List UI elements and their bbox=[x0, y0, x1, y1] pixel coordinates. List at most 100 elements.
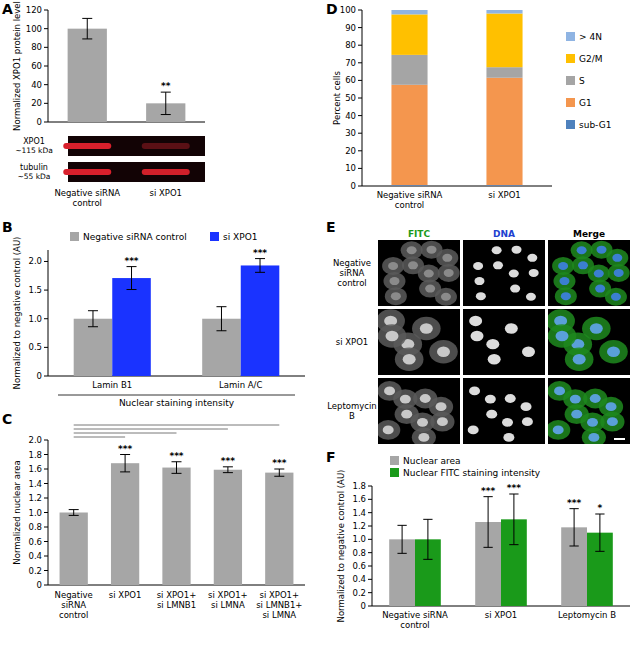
x-tick-label: si XPO1 bbox=[109, 590, 142, 600]
nucleus bbox=[469, 387, 480, 396]
nucleus bbox=[486, 410, 497, 419]
bar bbox=[391, 85, 427, 185]
nucleus bbox=[408, 261, 418, 269]
y-axis-label: Normalized to negative control (AU) bbox=[336, 470, 346, 623]
panel-label: E bbox=[326, 219, 336, 235]
y-tick bbox=[358, 98, 362, 99]
cytoplasm bbox=[582, 428, 606, 444]
y-tick-label: 2.0 bbox=[28, 256, 42, 266]
x-tick-label-line: siRNA bbox=[61, 600, 86, 610]
significance: *** bbox=[253, 248, 267, 258]
comparison-line bbox=[74, 433, 177, 434]
x-tick-label: Lamin A/C bbox=[219, 380, 262, 390]
micrograph-bg bbox=[463, 378, 545, 444]
y-tick bbox=[368, 566, 372, 567]
blot-band bbox=[63, 143, 111, 149]
cytoplasm bbox=[395, 348, 424, 371]
x-tick-label: si XPO1 bbox=[488, 190, 521, 200]
x-tick-label-line: si XPO1+ bbox=[259, 590, 299, 600]
y-tick bbox=[44, 498, 48, 499]
y-tick bbox=[44, 483, 48, 484]
nucleus bbox=[476, 292, 486, 300]
nucleus bbox=[505, 323, 518, 333]
nucleus bbox=[441, 293, 451, 301]
nucleus bbox=[468, 425, 479, 434]
micrograph-bg bbox=[378, 240, 460, 306]
panel-label: C bbox=[2, 411, 12, 427]
panel-f: F00.20.40.60.81.01.21.41.61.8Normalized … bbox=[326, 449, 630, 630]
cytoplasm bbox=[608, 264, 630, 282]
nucleus bbox=[611, 293, 621, 301]
blot-band bbox=[142, 169, 190, 175]
comparison-line bbox=[74, 425, 280, 426]
y-tick-label: 0 bbox=[37, 371, 42, 381]
legend-swatch bbox=[70, 232, 79, 241]
significance: *** bbox=[507, 483, 521, 493]
cytoplasm bbox=[385, 287, 407, 305]
nucleus bbox=[388, 262, 398, 270]
nucleus bbox=[554, 387, 565, 396]
y-tick bbox=[368, 579, 372, 580]
y-tick bbox=[44, 347, 48, 348]
y-tick bbox=[368, 592, 372, 593]
y-tick-label: 1.6 bbox=[352, 494, 366, 504]
y-tick bbox=[44, 469, 48, 470]
y-tick-label: 0.4 bbox=[352, 574, 366, 584]
x-axis-label: Nuclear staining intensity bbox=[119, 398, 235, 408]
nucleus bbox=[493, 261, 503, 269]
cytoplasm bbox=[555, 287, 577, 305]
y-axis bbox=[48, 250, 49, 376]
nucleus bbox=[558, 262, 568, 270]
micrograph bbox=[463, 240, 545, 306]
row-label-line: siRNA bbox=[340, 268, 365, 278]
legend-label: Nuclear FITC staining intensity bbox=[403, 468, 541, 478]
y-tick-label: 60 bbox=[345, 75, 356, 85]
error-bar bbox=[509, 494, 518, 545]
panel-label: F bbox=[326, 449, 336, 465]
nucleus bbox=[407, 246, 417, 254]
legend-label: Negative siRNA control bbox=[83, 232, 187, 242]
bar bbox=[486, 10, 522, 14]
row-label-line: B bbox=[349, 411, 355, 421]
y-tick-label: 1.5 bbox=[28, 285, 42, 295]
y-tick bbox=[44, 84, 48, 85]
y-tick-label: 100 bbox=[340, 5, 356, 15]
cytoplasm bbox=[572, 256, 594, 274]
cytoplasm bbox=[599, 340, 628, 363]
y-tick-label: 80 bbox=[31, 42, 42, 52]
legend-swatch bbox=[390, 468, 399, 477]
y-tick-label: 20 bbox=[345, 146, 356, 156]
nucleus bbox=[509, 270, 519, 278]
micrograph bbox=[378, 240, 460, 306]
panel-label: D bbox=[326, 1, 338, 17]
legend-label: sub-G1 bbox=[579, 120, 611, 130]
nucleus bbox=[488, 354, 501, 364]
y-tick-label: 0 bbox=[37, 580, 42, 590]
y-tick-label: 30 bbox=[345, 128, 356, 138]
x-tick-label-line: control bbox=[400, 620, 429, 630]
cytoplasm bbox=[419, 280, 441, 298]
error-bar bbox=[397, 525, 406, 553]
y-tick bbox=[358, 115, 362, 116]
marks bbox=[389, 494, 613, 606]
y-tick bbox=[358, 45, 362, 46]
nucleus bbox=[590, 394, 601, 403]
y-tick-label: 50 bbox=[345, 93, 356, 103]
y-tick-label: 60 bbox=[31, 61, 42, 71]
x-tick-label-line: si LMNA bbox=[262, 610, 296, 620]
significance: *** bbox=[221, 456, 235, 466]
nucleus bbox=[471, 331, 484, 341]
x-tick-label-line: control bbox=[73, 198, 102, 208]
x-tick-label: Negative siRNAcontrol bbox=[377, 190, 443, 210]
blot-size: ~115 kDa bbox=[15, 146, 53, 155]
nucleus bbox=[597, 246, 607, 254]
y-tick bbox=[358, 27, 362, 28]
significance: *** bbox=[481, 486, 495, 496]
nucleus bbox=[522, 346, 535, 356]
cytoplasm bbox=[429, 340, 458, 363]
bar bbox=[241, 265, 280, 376]
nucleus bbox=[573, 354, 586, 364]
error-bar bbox=[161, 92, 171, 114]
y-tick bbox=[368, 526, 372, 527]
y-tick bbox=[44, 290, 48, 291]
